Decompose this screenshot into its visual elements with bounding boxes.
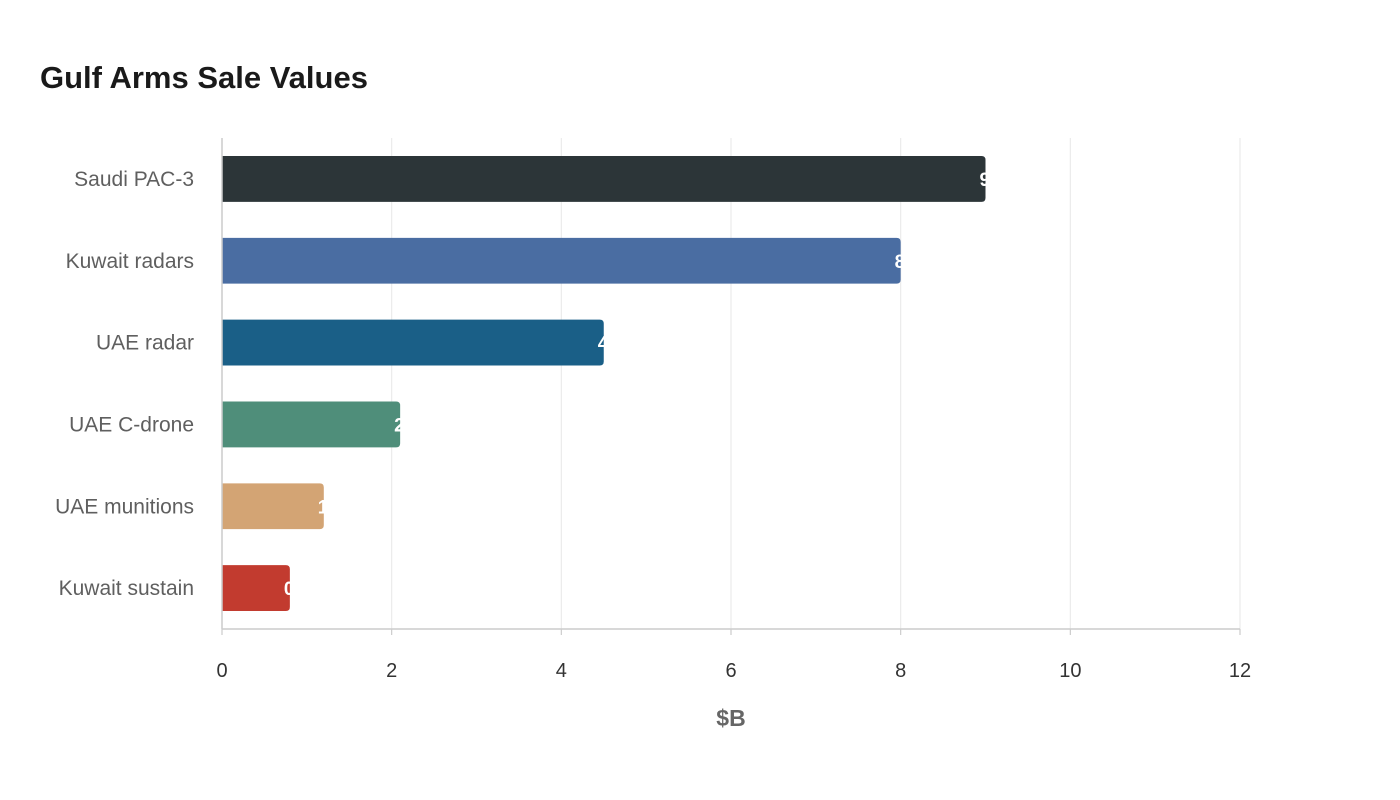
x-tick-label-6: 12 xyxy=(1229,660,1251,682)
chart-title: Gulf Arms Sale Values xyxy=(40,60,368,95)
value-label-4: 1.2 xyxy=(318,497,344,518)
x-tick-label-4: 8 xyxy=(895,660,906,682)
value-label-3: 2.1 xyxy=(394,415,421,436)
category-label-5: Kuwait sustain xyxy=(59,577,194,600)
x-tick-label-3: 6 xyxy=(725,660,736,682)
value-label-0: 9 xyxy=(980,170,991,191)
bars: 9 8 4.5 2.1 1.2 0.8 xyxy=(222,156,990,611)
category-label-4: UAE munitions xyxy=(55,495,194,518)
x-axis-title: $B xyxy=(716,705,745,731)
bar-5 xyxy=(222,565,290,611)
category-label-3: UAE C-drone xyxy=(69,413,194,436)
bar-4 xyxy=(222,483,324,530)
x-tick-label-1: 2 xyxy=(386,660,397,682)
bar-3 xyxy=(222,401,401,448)
x-tick-label-2: 4 xyxy=(556,660,567,682)
bar-0 xyxy=(222,156,986,202)
category-label-0: Saudi PAC-3 xyxy=(74,168,194,191)
x-tick-label-0: 0 xyxy=(216,660,227,682)
bar-2 xyxy=(222,319,604,366)
x-tick-label-5: 10 xyxy=(1059,660,1081,682)
value-label-1: 8 xyxy=(895,252,906,273)
gridlines xyxy=(391,138,1241,629)
bar-1 xyxy=(222,237,901,284)
value-label-5: 0.8 xyxy=(284,579,310,600)
category-label-1: Kuwait radars xyxy=(66,250,194,273)
category-label-2: UAE radar xyxy=(96,332,194,355)
axes: 0 2 4 6 8 10 12 Saudi PAC-3 Kuwait radars UAE rad… xyxy=(55,138,1251,682)
value-label-2: 4.5 xyxy=(598,334,625,355)
